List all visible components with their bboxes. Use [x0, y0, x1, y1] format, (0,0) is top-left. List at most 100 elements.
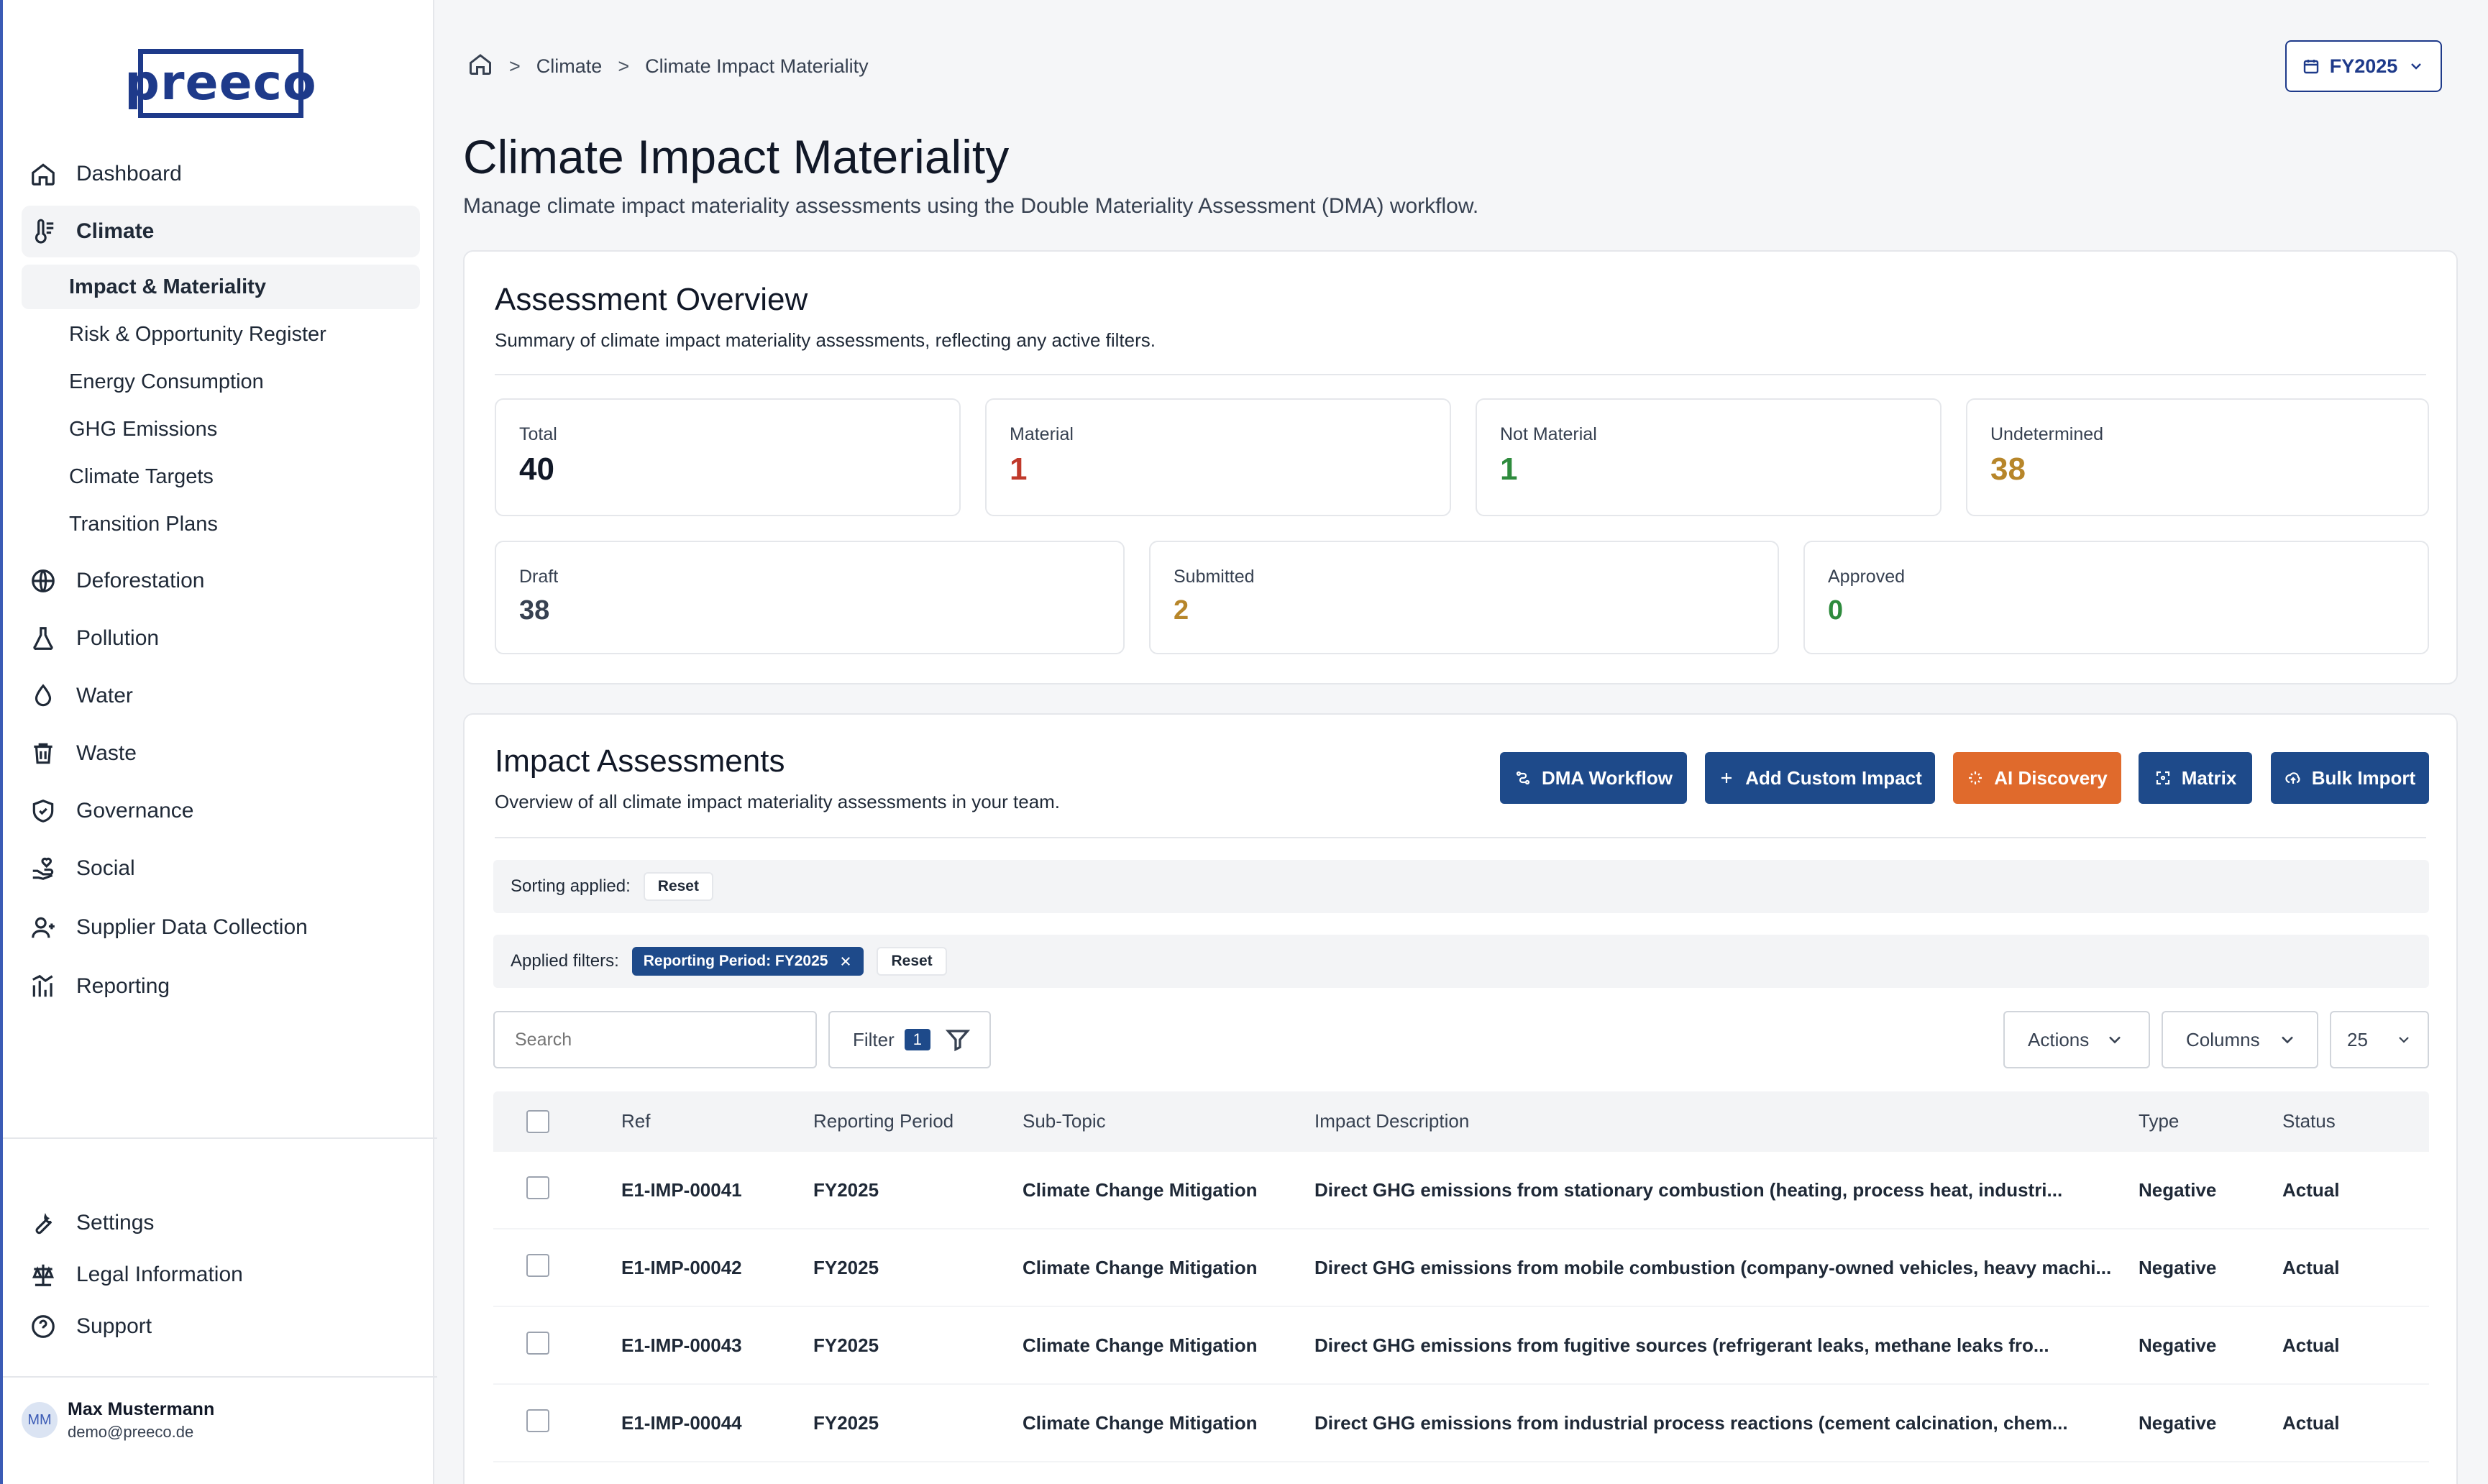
cell-subtopic: Climate Change Mitigation — [1023, 1412, 1258, 1434]
stat-label: Total — [519, 424, 557, 444]
droplet-icon — [29, 682, 58, 710]
sidebar-item-social[interactable]: Social — [22, 843, 420, 894]
stat-label: Undetermined — [1990, 424, 2104, 444]
preeco-logo[interactable]: preeco — [124, 49, 316, 118]
sidebar-item-water[interactable]: Water — [22, 670, 420, 722]
sidebar-item-reporting[interactable]: Reporting — [22, 961, 420, 1012]
add-custom-impact-button[interactable]: Add Custom Impact — [1705, 752, 1935, 804]
filter-button[interactable]: Filter 1 — [828, 1011, 991, 1068]
table-row[interactable]: E1-IMP-00042 FY2025 Climate Change Mitig… — [493, 1229, 2429, 1307]
button-label: Matrix — [2181, 766, 2237, 789]
sidebar-item-climate[interactable]: Climate — [22, 206, 420, 257]
avatar: MM — [22, 1402, 58, 1438]
page-size-select[interactable]: 25 — [2330, 1011, 2429, 1068]
sidebar-subitem-risk-register[interactable]: Risk & Opportunity Register — [22, 312, 420, 357]
search-input[interactable] — [493, 1011, 817, 1068]
chevron-down-icon — [2399, 1037, 2409, 1043]
calendar-icon — [2303, 60, 2318, 74]
sidebar-item-label: Supplier Data Collection — [76, 915, 308, 939]
sidebar-subitem-impact-materiality[interactable]: Impact & Materiality — [22, 265, 420, 309]
breadcrumb-climate[interactable]: Climate — [536, 55, 603, 77]
sidebar-subitem-energy[interactable]: Energy Consumption — [22, 359, 420, 404]
sidebar-item-label: Deforestation — [76, 569, 205, 592]
table-row[interactable]: E1-IMP-00043 FY2025 Climate Change Mitig… — [493, 1307, 2429, 1385]
stat-value: 38 — [1990, 452, 2026, 487]
sidebar-subitem-label: Climate Targets — [69, 464, 214, 488]
stat-material: Material 1 — [985, 398, 1451, 516]
ai-discovery-button[interactable]: AI Discovery — [1953, 752, 2121, 804]
sidebar-subitem-label: Energy Consumption — [69, 370, 264, 393]
divider — [495, 374, 2426, 375]
sidebar-item-label: Governance — [76, 799, 194, 823]
sidebar-item-governance[interactable]: Governance — [22, 785, 420, 837]
dma-workflow-button[interactable]: DMA Workflow — [1500, 752, 1687, 804]
row-checkbox[interactable] — [526, 1176, 549, 1199]
cell-subtopic: Climate Change Mitigation — [1023, 1334, 1258, 1356]
sidebar-item-legal[interactable]: Legal Information — [22, 1249, 420, 1301]
table-row[interactable]: E1-IMP-00041 FY2025 Climate Change Mitig… — [493, 1152, 2429, 1229]
column-header-status[interactable]: Status — [2282, 1110, 2336, 1132]
cell-status: Actual — [2282, 1257, 2340, 1278]
sidebar: preeco Dashboard Climate Impact & Materi… — [0, 0, 437, 1484]
filters-reset-button[interactable]: Reset — [877, 947, 947, 976]
table-row[interactable]: E1-IMP-00044 FY2025 Climate Change Mitig… — [493, 1385, 2429, 1462]
stat-value: 1 — [1500, 452, 1518, 487]
row-checkbox[interactable] — [526, 1254, 549, 1277]
sorting-reset-button[interactable]: Reset — [643, 872, 713, 901]
assessment-overview-card: Assessment Overview Summary of climate i… — [463, 250, 2458, 684]
overview-title: Assessment Overview — [495, 282, 808, 317]
stat-submitted: Submitted 2 — [1149, 541, 1779, 654]
sidebar-item-pollution[interactable]: Pollution — [22, 613, 420, 664]
column-header-description[interactable]: Impact Description — [1314, 1110, 1470, 1132]
filter-chip-reporting-period[interactable]: Reporting Period: FY2025 — [631, 947, 864, 976]
cell-status: Actual — [2282, 1412, 2340, 1434]
home-icon[interactable] — [467, 51, 493, 82]
sidebar-item-label: Waste — [76, 741, 137, 765]
matrix-button[interactable]: Matrix — [2139, 752, 2252, 804]
stat-value: 0 — [1828, 595, 1844, 626]
column-header-ref[interactable]: Ref — [621, 1110, 651, 1132]
column-header-period[interactable]: Reporting Period — [813, 1110, 954, 1132]
sidebar-subitem-targets[interactable]: Climate Targets — [22, 454, 420, 499]
select-all-checkbox[interactable] — [526, 1110, 549, 1133]
user-profile[interactable]: MM Max Mustermann demo@preeco.de — [22, 1395, 214, 1445]
sidebar-item-dashboard[interactable]: Dashboard — [22, 148, 420, 200]
breadcrumb-separator: > — [509, 55, 521, 77]
sidebar-subitem-transition[interactable]: Transition Plans — [22, 502, 420, 546]
divider — [495, 837, 2426, 838]
column-header-subtopic[interactable]: Sub-Topic — [1023, 1110, 1106, 1132]
cell-type: Negative — [2139, 1412, 2217, 1434]
shield-icon — [29, 797, 58, 825]
sidebar-subitem-ghg[interactable]: GHG Emissions — [22, 407, 420, 452]
sidebar-item-label: Water — [76, 684, 133, 707]
sidebar-item-deforestation[interactable]: Deforestation — [22, 555, 420, 607]
filters-bar: Applied filters: Reporting Period: FY202… — [493, 935, 2429, 988]
sidebar-item-waste[interactable]: Waste — [22, 728, 420, 779]
row-checkbox[interactable] — [526, 1332, 549, 1355]
sparkle-icon — [1969, 771, 1982, 784]
chevron-down-icon — [2281, 1036, 2293, 1044]
actions-dropdown[interactable]: Actions — [2003, 1011, 2150, 1068]
sidebar-divider — [3, 1376, 437, 1378]
sidebar-item-supplier-data[interactable]: Supplier Data Collection — [22, 902, 420, 953]
sidebar-item-settings[interactable]: Settings — [22, 1197, 420, 1249]
reporting-period-selector[interactable]: FY2025 — [2285, 40, 2442, 92]
columns-dropdown[interactable]: Columns — [2162, 1011, 2318, 1068]
close-icon[interactable] — [839, 955, 852, 968]
stat-label: Submitted — [1174, 567, 1255, 587]
assessments-title: Impact Assessments — [495, 743, 785, 779]
column-header-type[interactable]: Type — [2139, 1110, 2180, 1132]
sidebar-item-label: Reporting — [76, 974, 170, 998]
button-label: DMA Workflow — [1542, 766, 1673, 789]
cell-subtopic: Climate Change Mitigation — [1023, 1257, 1258, 1278]
cell-period: FY2025 — [813, 1412, 879, 1434]
row-checkbox[interactable] — [526, 1409, 549, 1432]
sidebar-item-support[interactable]: Support — [22, 1301, 420, 1352]
bulk-import-button[interactable]: Bulk Import — [2271, 752, 2429, 804]
sidebar-item-label: Pollution — [76, 626, 160, 650]
period-value: FY2025 — [2329, 55, 2398, 77]
breadcrumb: > Climate > Climate Impact Materiality — [467, 52, 869, 81]
sidebar-item-label: Dashboard — [76, 162, 182, 186]
sorting-bar: Sorting applied: Reset — [493, 860, 2429, 913]
